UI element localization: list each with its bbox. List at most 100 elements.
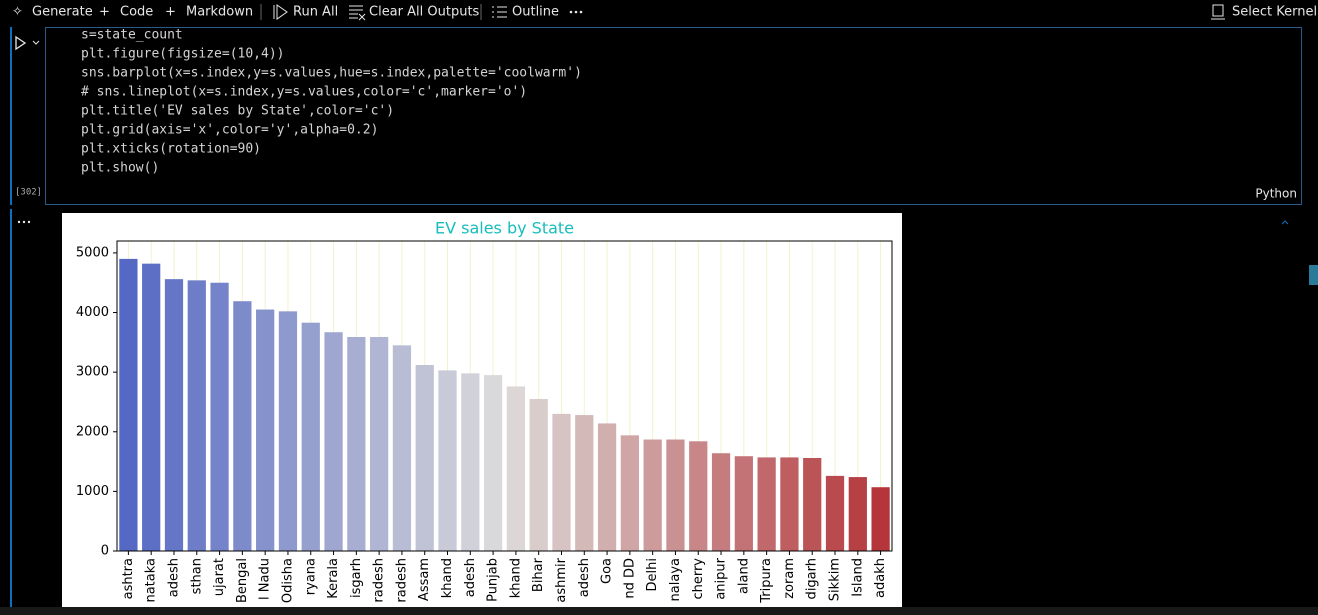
x-tick-label: ujarat: [212, 558, 227, 596]
outline-button[interactable]: Outline: [512, 5, 559, 20]
bar: [734, 456, 753, 551]
toolbar: ✧ Generate + Code + Markdown Run All Cle…: [12, 4, 1317, 21]
bar: [871, 487, 890, 551]
x-tick-label: nd DD: [622, 558, 637, 599]
y-tick-label: 0: [101, 544, 109, 559]
x-tick-label: adesh: [463, 558, 478, 597]
output-actions[interactable]: [17, 220, 31, 224]
bar: [620, 435, 639, 551]
bar: [438, 370, 457, 551]
x-tick-label: Tripura: [759, 558, 774, 604]
x-tick-label: radesh: [372, 558, 387, 603]
code-line: plt.grid(axis='x',color='y',alpha=0.2): [81, 123, 378, 138]
bar: [278, 311, 298, 551]
generate-button[interactable]: Generate: [32, 5, 93, 20]
bar: [803, 458, 822, 551]
bar: [164, 279, 184, 551]
bar: [757, 457, 776, 551]
scrollbar-thumb[interactable]: [1309, 265, 1318, 285]
run-all-button[interactable]: Run All: [293, 5, 338, 20]
code-editor[interactable]: s=state_count plt.figure(figsize=(10,4)) s…: [81, 28, 582, 176]
bar: [483, 375, 503, 551]
code-line: plt.xticks(rotation=90): [81, 142, 261, 157]
more-button[interactable]: [569, 10, 583, 14]
chart: EV sales by State 0 1000 2000 3000 4000 5000 as…: [76, 219, 893, 604]
bar: [324, 332, 343, 551]
bar: [666, 439, 685, 551]
x-tick-label: ryana: [303, 558, 318, 595]
x-tick-label: Bengal: [235, 558, 250, 603]
x-tick-label: adakh: [873, 558, 888, 598]
bar: [575, 415, 594, 551]
bar: [187, 280, 206, 551]
x-tick-label: isgarh: [349, 558, 364, 598]
x-tick-label: khand: [508, 558, 523, 598]
bar: [119, 258, 138, 551]
code-line: s=state_count: [81, 28, 183, 43]
output-focus-bar: [10, 209, 12, 607]
x-tick-label: cherry: [691, 558, 706, 600]
x-tick-label: Punjab: [486, 558, 501, 602]
clear-outputs-button[interactable]: Clear All Outputs: [369, 5, 480, 20]
x-tick-label: adesh: [166, 558, 181, 597]
bar: [210, 282, 229, 551]
y-tick-label: 4000: [76, 305, 109, 320]
bar: [848, 477, 867, 551]
execution-count: [302]: [15, 188, 42, 198]
y-tick-label: 3000: [76, 365, 109, 380]
x-tick-label: Delhi: [645, 558, 660, 591]
bar: [552, 413, 571, 551]
select-kernel-button[interactable]: Select Kernel: [1232, 5, 1317, 20]
x-tick-label: digarh: [805, 558, 820, 599]
collapse-output[interactable]: [1281, 220, 1289, 225]
x-tick-label: anipur: [714, 557, 729, 599]
x-tick-label: aland: [736, 558, 751, 594]
x-tick-label: ashmir: [554, 557, 569, 602]
bar: [780, 457, 799, 551]
bar: [643, 439, 662, 551]
x-tick-label: nalaya: [668, 558, 683, 601]
run-options[interactable]: [32, 40, 40, 45]
code-line: plt.figure(figsize=(10,4)): [81, 47, 285, 62]
y-tick-label: 5000: [76, 245, 109, 260]
add-code-icon[interactable]: +: [99, 5, 110, 20]
axes-frame: [116, 240, 893, 552]
add-markdown-button[interactable]: Markdown: [186, 5, 253, 20]
bar: [392, 345, 412, 551]
code-line: sns.barplot(x=s.index,y=s.values,hue=s.i…: [81, 66, 582, 81]
generate-icon[interactable]: ✧: [12, 5, 23, 20]
run-all-icon[interactable]: [273, 4, 288, 20]
cell-language[interactable]: Python: [1255, 187, 1297, 201]
bar: [415, 365, 434, 551]
bar: [506, 386, 526, 551]
run-cell-button[interactable]: [15, 35, 27, 51]
y-tick-label: 2000: [76, 424, 109, 439]
kernel-icon[interactable]: [1211, 4, 1225, 20]
cell-border: [45, 27, 1302, 205]
chart-title: EV sales by State: [435, 219, 574, 238]
y-tick-label: 1000: [76, 484, 109, 499]
x-tick-label: radesh: [394, 558, 409, 603]
bar: [370, 336, 389, 551]
bar: [347, 336, 366, 551]
bar: [301, 322, 320, 551]
clear-outputs-icon[interactable]: [349, 5, 366, 21]
bar: [529, 398, 548, 551]
x-tick-label: Kerala: [326, 558, 341, 599]
x-tick-label: Bihar: [531, 557, 546, 592]
x-tick-label: Island: [850, 558, 865, 597]
x-tick-label: sthan: [189, 558, 204, 594]
x-tick-label: ashtra: [121, 558, 136, 599]
x-tick-label: Goa: [600, 558, 615, 584]
cell-focus-bar: [10, 27, 12, 205]
bar: [142, 263, 161, 551]
bar: [597, 423, 617, 551]
outline-icon[interactable]: [492, 6, 507, 18]
bar: [256, 309, 275, 551]
x-tick-label: Sikkim: [828, 558, 843, 601]
x-tick-label: zoram: [782, 558, 797, 599]
add-code-button[interactable]: Code: [120, 5, 153, 20]
x-tick-label: adesh: [577, 558, 592, 597]
add-markdown-icon[interactable]: +: [165, 5, 176, 20]
